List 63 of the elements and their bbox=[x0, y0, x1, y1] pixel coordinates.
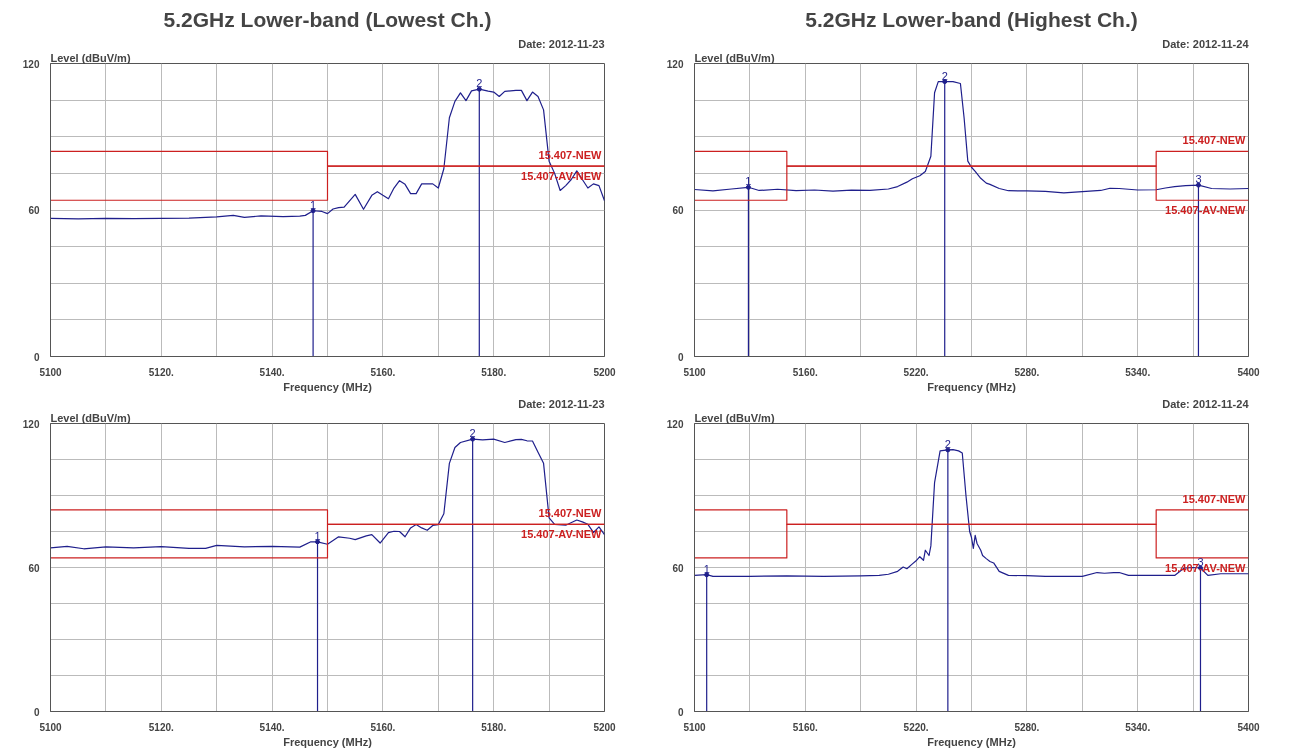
annotation: 2 bbox=[941, 69, 948, 82]
x-tick-label: 5160. bbox=[792, 721, 819, 733]
text: Date: 2012-11-24 bbox=[1162, 397, 1250, 410]
annotation: 2 bbox=[944, 437, 951, 450]
y-axis-title: Level (dBuV/m) bbox=[50, 51, 131, 64]
x-tick-label: 5100 bbox=[683, 366, 707, 378]
annotation: 1 bbox=[703, 562, 710, 575]
chart-title: 5.2GHz Lower-band (Highest Ch.) bbox=[805, 7, 1138, 31]
annotation: 1 bbox=[310, 198, 317, 211]
x-tick-label: 5280. bbox=[1014, 721, 1040, 733]
y-tick-label: 60 bbox=[672, 205, 684, 216]
x-axis-title: Frequency (MHz) bbox=[283, 735, 373, 748]
annotation: 3 bbox=[1197, 555, 1204, 568]
x-tick-label: 5200 bbox=[593, 366, 617, 378]
x-tick-label: 5120. bbox=[148, 366, 175, 378]
y-tick-label: 120 bbox=[22, 58, 40, 70]
x-tick-label: 5100 bbox=[683, 721, 707, 733]
y-tick-label: 120 bbox=[666, 418, 684, 430]
x-tick-label: 5160. bbox=[792, 366, 819, 378]
x-tick-label: 5120. bbox=[148, 721, 175, 733]
x-tick-label: 5140. bbox=[259, 366, 285, 378]
annotation: 1 bbox=[745, 175, 752, 188]
y-tick-label: 60 bbox=[28, 562, 40, 574]
x-axis-title: Frequency (MHz) bbox=[283, 380, 373, 393]
x-tick-label: 5220. bbox=[903, 366, 929, 378]
x-tick-label: 5100 bbox=[39, 721, 63, 733]
x-tick-label: 5160. bbox=[370, 366, 396, 378]
x-tick-label: 5340. bbox=[1125, 366, 1151, 378]
annotation: 1 bbox=[314, 529, 321, 542]
text: Date: 2012-11-23 bbox=[518, 397, 605, 410]
series-label: 15.407-NEW bbox=[1182, 134, 1247, 147]
y-tick-label: 120 bbox=[22, 418, 40, 430]
x-tick-label: 5400 bbox=[1237, 366, 1261, 378]
x-tick-label: 5100 bbox=[39, 366, 63, 378]
x-tick-label: 5200 bbox=[593, 721, 617, 733]
annotation: 3 bbox=[1195, 173, 1202, 186]
y-axis-title: Level (dBuV/m) bbox=[50, 411, 131, 424]
y-tick-label: 0 bbox=[677, 351, 684, 363]
y-axis-title: Level (dBuV/m) bbox=[694, 411, 775, 424]
y-tick-label: 0 bbox=[33, 351, 40, 363]
x-tick-label: 5180. bbox=[481, 721, 507, 733]
chart-title: 5.2GHz Lower-band (Lowest Ch.) bbox=[163, 7, 492, 31]
text: Date: 2012-11-24 bbox=[1162, 37, 1250, 50]
x-tick-label: 5180. bbox=[481, 366, 507, 378]
series-label: 15.407-AV-NEW bbox=[521, 528, 603, 541]
annotation: 2 bbox=[469, 427, 476, 440]
x-tick-label: 5340. bbox=[1125, 721, 1151, 733]
x-axis-title: Frequency (MHz) bbox=[927, 380, 1017, 393]
x-tick-label: 5140. bbox=[259, 721, 285, 733]
y-tick-label: 60 bbox=[28, 205, 40, 216]
x-tick-label: 5400 bbox=[1237, 721, 1261, 733]
y-tick-label: 120 bbox=[666, 58, 684, 70]
y-tick-label: 0 bbox=[677, 706, 684, 718]
x-tick-label: 5220. bbox=[903, 721, 929, 733]
y-tick-label: 60 bbox=[672, 562, 684, 574]
x-tick-label: 5280. bbox=[1014, 366, 1040, 378]
text: Date: 2012-11-23 bbox=[518, 37, 605, 50]
annotation: 2 bbox=[476, 77, 483, 90]
series-label: 15.407-NEW bbox=[1182, 492, 1247, 505]
y-tick-label: 0 bbox=[33, 706, 40, 718]
x-tick-label: 5160. bbox=[370, 721, 396, 733]
x-axis-title: Frequency (MHz) bbox=[927, 735, 1017, 748]
y-axis-title: Level (dBuV/m) bbox=[694, 51, 775, 64]
